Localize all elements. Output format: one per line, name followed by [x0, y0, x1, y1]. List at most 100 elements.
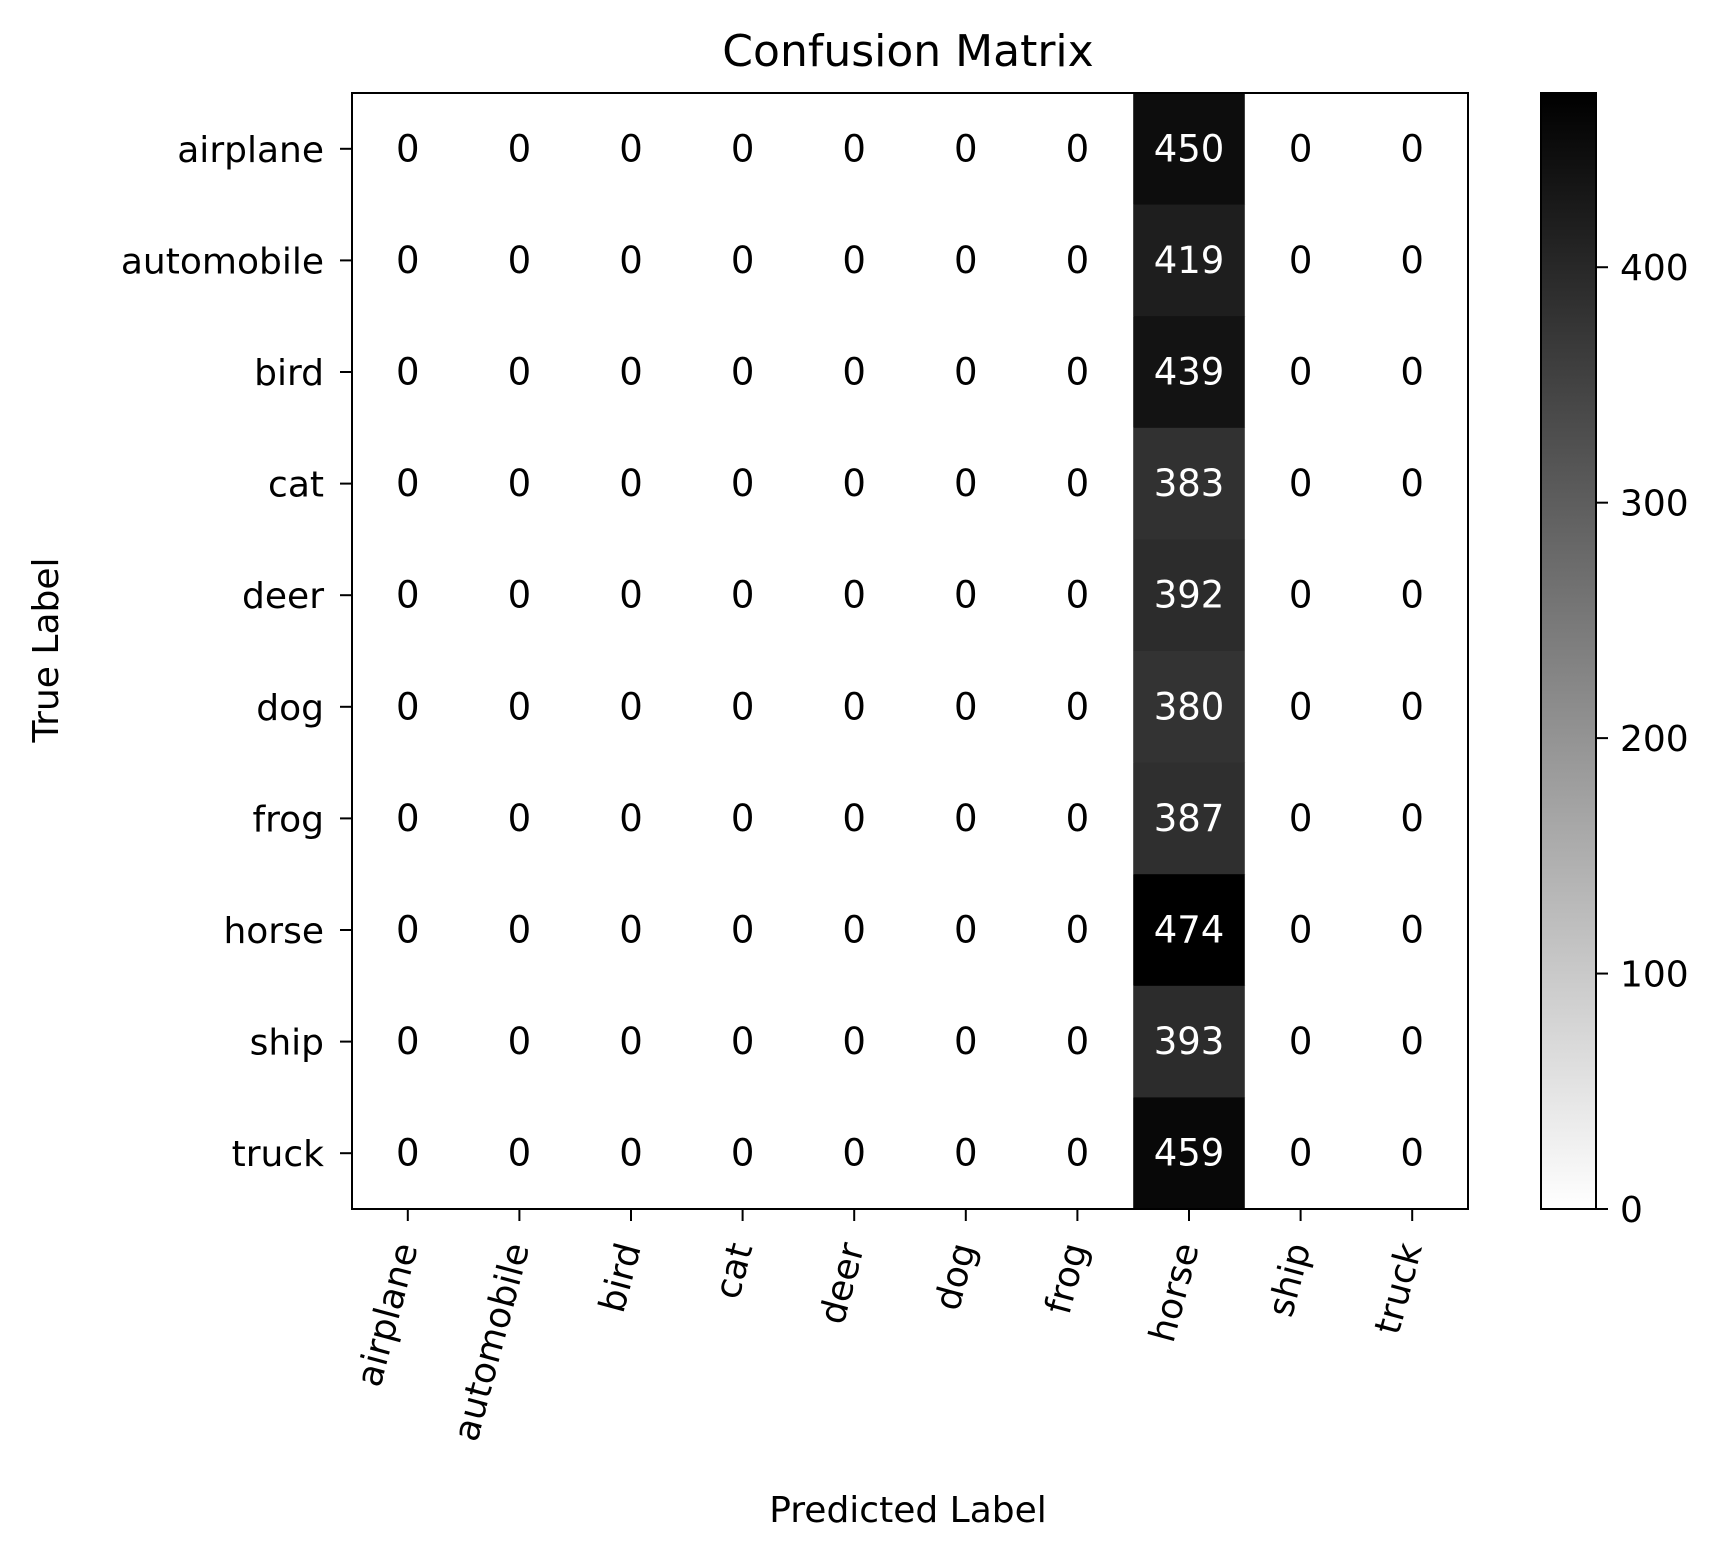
cell-value-label: 0 — [619, 909, 643, 952]
heatmap-cell — [1356, 874, 1469, 987]
cell-value-label: 0 — [954, 1020, 978, 1063]
heatmap-cell — [910, 427, 1023, 540]
cell-value-label: 0 — [1400, 574, 1424, 617]
heatmap-cell — [1133, 1097, 1246, 1210]
heatmap-cell — [910, 874, 1023, 987]
cell-value-label: 0 — [954, 574, 978, 617]
heatmap-cell — [1244, 762, 1357, 875]
cell-value-label: 0 — [842, 909, 866, 952]
cell-value-label: 0 — [1066, 127, 1090, 170]
cell-value-label: 0 — [731, 909, 755, 952]
cell-value-label: 0 — [396, 574, 420, 617]
heatmap-cell — [352, 93, 465, 206]
heatmap-cell — [686, 427, 799, 540]
heatmap-cell — [686, 651, 799, 764]
cell-value-label: 0 — [731, 351, 755, 394]
colorbar-tick-label: 400 — [1620, 248, 1689, 289]
cell-value-label: 0 — [1289, 1020, 1313, 1063]
heatmap-cell — [1021, 874, 1134, 987]
heatmap-cell — [1133, 985, 1246, 1098]
y-tick-label: airplane — [177, 130, 324, 171]
heatmap-cell — [575, 985, 688, 1098]
heatmap-cell — [1133, 762, 1246, 875]
colorbar-tick-label: 300 — [1620, 484, 1689, 525]
heatmap-cell — [463, 985, 576, 1098]
heatmap-cell — [575, 427, 688, 540]
heatmap-cell — [463, 651, 576, 764]
cell-value-label: 0 — [842, 1020, 866, 1063]
cell-value-label: 0 — [1066, 797, 1090, 840]
heatmap-cell — [352, 1097, 465, 1210]
cell-value-label: 0 — [1289, 1132, 1313, 1175]
cell-value-label: 0 — [619, 685, 643, 728]
heatmap-cell — [352, 204, 465, 317]
cell-value-label: 419 — [1154, 239, 1225, 282]
y-axis: airplane automobile bird cat deer dog frog hors… — [121, 130, 352, 1175]
cell-value-label: 0 — [954, 909, 978, 952]
cell-value-label: 0 — [396, 1132, 420, 1175]
heatmap-cell — [798, 874, 911, 987]
cell-value-label: 0 — [1066, 462, 1090, 505]
heatmap-cell — [463, 762, 576, 875]
heatmap-cell — [575, 874, 688, 987]
heatmap-cell — [798, 651, 911, 764]
cell-value-label: 0 — [396, 239, 420, 282]
cell-value-label: 0 — [842, 351, 866, 394]
cell-value-label: 0 — [1066, 1020, 1090, 1063]
cell-value-label: 0 — [619, 351, 643, 394]
x-tick-label: cat — [707, 1239, 761, 1304]
cell-value-label: 0 — [1400, 239, 1424, 282]
cell-value-label: 0 — [842, 685, 866, 728]
heatmap-cell — [1021, 1097, 1134, 1210]
heatmap-cell — [352, 985, 465, 1098]
cell-value-label: 0 — [1289, 462, 1313, 505]
heatmap-cell — [1021, 316, 1134, 429]
cell-value-label: 0 — [731, 574, 755, 617]
heatmap-cells — [352, 93, 1469, 1210]
cell-value-label: 0 — [1289, 685, 1313, 728]
heatmap-cell — [910, 1097, 1023, 1210]
heatmap-cell — [575, 539, 688, 652]
cell-value-label: 0 — [1289, 909, 1313, 952]
heatmap-cell — [1244, 539, 1357, 652]
heatmap-cell — [1021, 762, 1134, 875]
heatmap-cell — [910, 762, 1023, 875]
heatmap-cell — [463, 427, 576, 540]
cell-value-label: 0 — [1066, 351, 1090, 394]
heatmap-cell — [798, 762, 911, 875]
heatmap-cell — [798, 427, 911, 540]
heatmap-cell — [686, 316, 799, 429]
x-tick-label: truck — [1367, 1239, 1431, 1339]
colorbar-tick-label: 100 — [1620, 955, 1689, 996]
cell-value-label: 0 — [1400, 797, 1424, 840]
heatmap-cell — [463, 316, 576, 429]
cell-value-label: 439 — [1154, 351, 1225, 394]
heatmap-cell — [910, 316, 1023, 429]
heatmap-cell — [1356, 985, 1469, 1098]
colorbar: 0 100 200 300 400 — [1540, 92, 1689, 1231]
cell-value-label: 0 — [619, 1020, 643, 1063]
x-tick-label: ship — [1260, 1239, 1319, 1322]
heatmap-cell — [1356, 1097, 1469, 1210]
cell-value-label: 0 — [508, 685, 532, 728]
heatmap-cell — [1244, 427, 1357, 540]
cell-value-label: 0 — [1066, 909, 1090, 952]
y-tick-label: truck — [232, 1134, 325, 1175]
heatmap-cell — [1244, 874, 1357, 987]
heatmap-cell — [798, 93, 911, 206]
heatmap-cell — [352, 874, 465, 987]
heatmap-cell — [1356, 762, 1469, 875]
heatmap-cell — [1244, 985, 1357, 1098]
heatmap-cell — [686, 539, 799, 652]
cell-value-label: 0 — [619, 462, 643, 505]
cell-value-label: 0 — [508, 127, 532, 170]
cell-value-label: 0 — [842, 574, 866, 617]
x-tick-label: horse — [1142, 1239, 1208, 1347]
cell-value-label: 0 — [954, 239, 978, 282]
heatmap-cell — [575, 93, 688, 206]
heatmap-cell — [352, 762, 465, 875]
heatmap-cell — [798, 539, 911, 652]
heatmap-cell — [1021, 427, 1134, 540]
heatmap-cell — [1021, 651, 1134, 764]
heatmap-cell — [575, 204, 688, 317]
